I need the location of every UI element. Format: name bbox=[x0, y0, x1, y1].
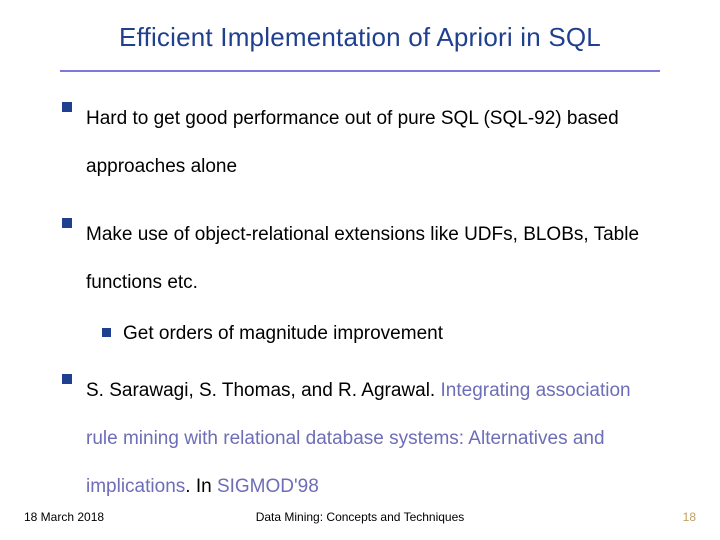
square-bullet-icon bbox=[102, 328, 111, 337]
slide-title: Efficient Implementation of Apriori in S… bbox=[0, 22, 720, 53]
slide: Efficient Implementation of Apriori in S… bbox=[0, 0, 720, 540]
square-bullet-icon bbox=[62, 218, 72, 228]
text: Hard to get good performance out of pure… bbox=[86, 108, 619, 177]
citation-authors: S. Sarawagi, S. Thomas, and R. Agrawal. bbox=[86, 380, 441, 401]
square-bullet-icon bbox=[62, 374, 72, 384]
footer-page-number: 18 bbox=[472, 510, 696, 524]
footer-source: Data Mining: Concepts and Techniques bbox=[248, 510, 472, 524]
footer-date: 18 March 2018 bbox=[24, 510, 248, 524]
bullet-text: S. Sarawagi, S. Thomas, and R. Agrawal. … bbox=[86, 367, 662, 511]
bullet-text: Hard to get good performance out of pure… bbox=[86, 95, 662, 191]
bullet-subitem-2a: Get orders of magnitude improvement bbox=[102, 321, 662, 347]
text: Make use of object-relational extensions… bbox=[86, 224, 639, 293]
bullet-text: Make use of object-relational extensions… bbox=[86, 211, 662, 307]
text: Get orders of magnitude improvement bbox=[123, 323, 443, 344]
title-underline bbox=[60, 70, 660, 72]
bullet-item-3: S. Sarawagi, S. Thomas, and R. Agrawal. … bbox=[62, 367, 662, 511]
text: . In bbox=[185, 476, 217, 497]
citation-venue-link[interactable]: SIGMOD'98 bbox=[217, 476, 319, 497]
slide-footer: 18 March 2018 Data Mining: Concepts and … bbox=[0, 510, 720, 524]
square-bullet-icon bbox=[62, 102, 72, 112]
bullet-item-2: Make use of object-relational extensions… bbox=[62, 211, 662, 307]
bullet-text: Get orders of magnitude improvement bbox=[123, 321, 662, 347]
slide-body: Hard to get good performance out of pure… bbox=[62, 95, 662, 517]
bullet-item-1: Hard to get good performance out of pure… bbox=[62, 95, 662, 191]
